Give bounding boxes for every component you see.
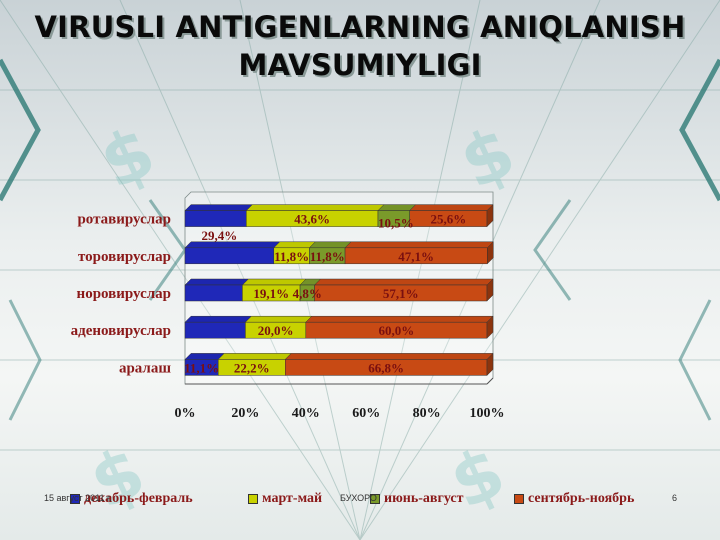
data-label-12: 11,1%	[184, 360, 219, 375]
legend-swatch-mar-may	[248, 494, 258, 504]
bar-0-0	[184, 210, 247, 227]
category-label-0: ротавируслар	[77, 212, 171, 228]
page-number: 6	[672, 493, 678, 503]
legend-swatch-sep-nov	[514, 494, 524, 504]
bar-top-3-1	[244, 315, 313, 323]
bar-top-4-0	[184, 353, 225, 360]
bar-side-4	[486, 352, 494, 377]
data-label-2: 25,6%	[430, 212, 466, 227]
data-label-0: 43,6%	[294, 212, 330, 227]
bar-side-0	[486, 203, 494, 228]
data-label-5: 11,8%	[310, 249, 345, 264]
data-label-7: 19,1%	[253, 286, 289, 301]
bar-top-0-1	[245, 204, 385, 211]
category-label-3: аденовируслар	[71, 323, 171, 339]
x-tick-label-5: 100%	[470, 406, 505, 421]
bar-top-0-2	[377, 204, 417, 211]
category-label-1: торовируслар	[78, 249, 171, 265]
bar-3-0	[184, 321, 246, 339]
title-line-1: VIRUSLI ANTIGENLARNING ANIQLANISH	[34, 10, 686, 44]
data-label-4: 11,8%	[274, 249, 309, 264]
footer-center-text: БУХОРО	[340, 493, 377, 503]
x-tick-label-3: 60%	[352, 406, 380, 421]
data-label-11: 60,0%	[379, 323, 415, 338]
bar-2-0	[184, 284, 243, 302]
bar-top-2-1	[241, 278, 307, 286]
category-label-4: аралаш	[119, 360, 171, 376]
bar-side-1	[487, 241, 494, 265]
bar-top-2-0	[184, 278, 249, 286]
legend-label-sep-nov: сентябрь-ноябрь	[528, 491, 635, 506]
bar-top-3-3	[305, 315, 494, 323]
legend-item-jun-aug: июнь-август	[370, 489, 463, 509]
x-tick-label-2: 40%	[292, 406, 320, 421]
legend-swatch-dec-feb	[70, 494, 80, 504]
legend-item-sep-nov: сентябрь-ноябрь	[514, 489, 634, 509]
data-label-14: 66,8%	[368, 360, 404, 375]
legend-swatch-jun-aug	[370, 494, 380, 504]
data-label-13: 22,2%	[234, 360, 270, 375]
bar-top-4-3	[284, 353, 494, 360]
bar-top-3-0	[184, 315, 253, 323]
data-label-8: 4,8%	[293, 286, 322, 301]
bar-top-0-0	[184, 204, 253, 211]
bar-top-4-1	[217, 353, 292, 360]
bar-top-1-3	[344, 241, 494, 249]
legend-label-jun-aug: июнь-август	[384, 491, 464, 506]
bar-top-1-2	[308, 241, 352, 249]
x-tick-label-0: 0%	[175, 406, 196, 421]
legend-label-mar-may: март-май	[262, 491, 323, 506]
footer-date: 15 август 2011 г.	[44, 493, 112, 503]
bar-side-2	[486, 278, 494, 302]
bar-top-0-3	[409, 204, 494, 211]
legend-label-dec-feb: декабрь-февраль	[84, 491, 193, 506]
x-tick-label-4: 80%	[413, 406, 441, 421]
data-label-6: 47,1%	[398, 249, 434, 264]
data-label-1: 10,5%	[378, 216, 414, 231]
bar-top-2-3	[313, 278, 494, 286]
bar-side-3	[486, 315, 494, 339]
legend-item-dec-feb: декабрь-февраль	[70, 489, 193, 509]
data-label-3: 29,4%	[202, 228, 238, 243]
x-tick-label-1: 20%	[231, 406, 259, 421]
slide-title: VIRUSLI ANTIGENLARNING ANIQLANISH MAVSUM…	[0, 8, 720, 84]
data-label-9: 57,1%	[383, 286, 419, 301]
bar-top-1-1	[273, 241, 317, 249]
legend-item-mar-may: март-май	[248, 489, 322, 509]
category-label-2: норовируслар	[77, 286, 171, 302]
bar-1-0	[184, 247, 275, 265]
data-label-10: 20,0%	[258, 323, 294, 338]
title-line-2: MAVSUMIYLIGI	[238, 48, 482, 82]
x-axis-depth-line	[486, 377, 494, 385]
